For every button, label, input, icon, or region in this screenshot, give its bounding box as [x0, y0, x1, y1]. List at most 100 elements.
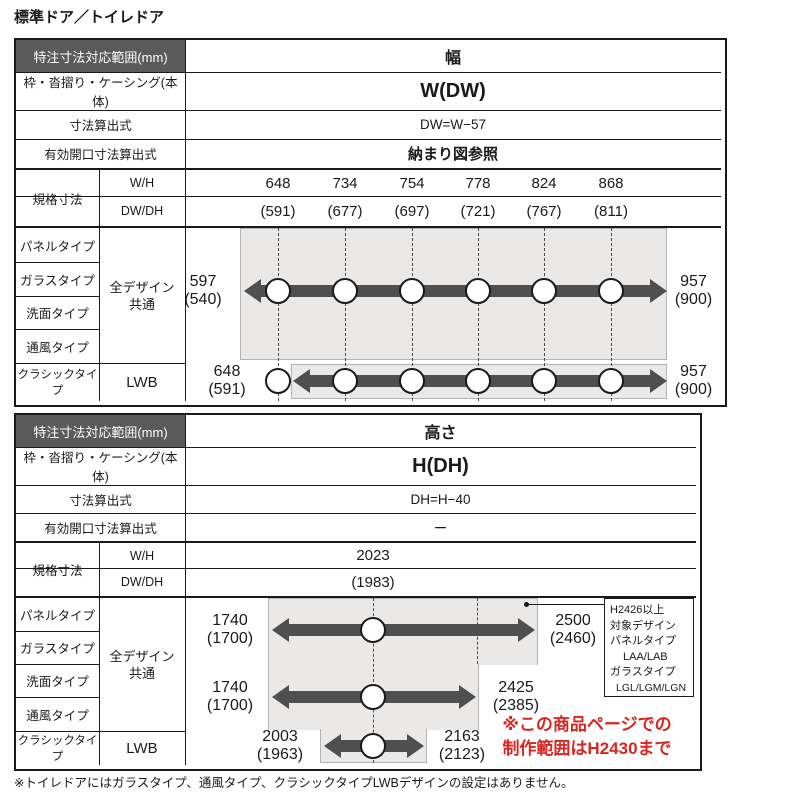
range-max-label: 2500 (2460) — [539, 612, 607, 648]
size-marker-circle — [399, 278, 425, 304]
range-min-label: 597 (540) — [168, 273, 238, 309]
range-min-value: 648 — [213, 363, 241, 380]
divider-line — [16, 296, 99, 297]
range-arrow-right-head — [518, 618, 535, 642]
size-marker-circle — [360, 617, 386, 643]
range-arrow-right-head — [459, 685, 476, 709]
divider-line — [16, 447, 696, 448]
range-max-sub: (900) — [674, 381, 713, 398]
size-marker-circle — [360, 684, 386, 710]
wh-label: W/H — [129, 548, 155, 563]
divider-line — [16, 139, 721, 140]
range-arrow-right-head — [407, 734, 424, 758]
range-arrow — [259, 285, 651, 297]
range-min-sub: (1700) — [206, 630, 254, 647]
type-label-glass: ガラスタイプ — [20, 642, 95, 656]
type-label-panel: パネルタイプ — [19, 239, 95, 254]
dwdh-label: DW/DH — [120, 575, 164, 589]
type-label-glass: ガラスタイプ — [20, 273, 95, 288]
all-design-cell: 全デザイン共通 — [99, 598, 185, 731]
dwdh-value: (721) — [460, 202, 496, 220]
type-label-classic: クラシックタイプ — [17, 369, 98, 397]
annotation-leader-dot — [524, 602, 529, 607]
range-min-label: 2003 (1963) — [244, 728, 316, 764]
width-formula: DW=W−57 — [419, 117, 487, 132]
annotation-line: パネルタイプ — [610, 635, 676, 647]
divider-line — [16, 196, 721, 197]
annotation-line: LGL/LGM/LGN — [616, 681, 687, 694]
height-opening-formula: ー — [433, 521, 448, 536]
width-spec-table: 特注寸法対応範囲(mm) 幅 枠・沓摺り・ケーシング(本体) W(DW) 寸法算… — [14, 38, 727, 407]
footnote: ※トイレドアにはガラスタイプ、通風タイプ、クラシックタイプLWBデザインの設定は… — [14, 776, 574, 790]
range-min-value: 1740 — [212, 679, 248, 696]
type-label-washroom: 洗面タイプ — [26, 307, 89, 321]
size-marker-circle — [465, 278, 491, 304]
range-max-sub: (2385) — [492, 697, 540, 714]
annotation-box: H2426以上 対象デザイン パネルタイプ LAA/LAB ガラスタイプ LGL… — [604, 598, 694, 697]
range-max-label: 957 (900) — [666, 363, 721, 399]
all-design-cell: 全デザイン共通 — [99, 228, 185, 363]
divider-line — [185, 415, 186, 765]
divider-line — [16, 363, 185, 364]
height-spec-table: 特注寸法対応範囲(mm) 高さ 枠・沓摺り・ケーシング(本体) H(DH) 寸法… — [14, 413, 702, 771]
size-grid-dotted-line — [373, 598, 374, 763]
range-min-value: 2003 — [262, 728, 298, 745]
divider-line — [16, 485, 696, 486]
dwdh-value: (591) — [260, 202, 296, 220]
size-grid-dotted-line — [478, 228, 479, 401]
wh-value: 734 — [332, 174, 358, 192]
size-grid-dotted-line — [611, 228, 612, 401]
formula-label: 寸法算出式 — [69, 493, 132, 508]
production-limit-note-line1: ※この商品ページでの — [502, 715, 672, 734]
range-max-value: 2425 — [498, 679, 534, 696]
range-min-sub: (1963) — [256, 746, 304, 763]
size-marker-circle — [465, 368, 491, 394]
annotation-leader-line — [527, 604, 604, 605]
divider-line — [16, 110, 721, 111]
production-limit-note-line2: 制作範囲はH2430まで — [502, 739, 672, 758]
range-arrow-right-head — [650, 279, 667, 303]
divider-line — [16, 731, 185, 732]
divider-line — [16, 168, 721, 170]
divider-line — [99, 543, 100, 765]
range-arrow-left-head — [272, 685, 289, 709]
range-arrow-left-head — [244, 279, 261, 303]
range-min-label: 648 (591) — [192, 363, 262, 399]
divider-line — [16, 226, 721, 228]
annotation-line: H2426以上 — [610, 604, 665, 616]
width-opening-formula: 納まり図参照 — [407, 146, 498, 163]
size-marker-circle — [332, 368, 358, 394]
size-grid-dotted-line — [278, 228, 279, 401]
size-marker-circle — [531, 278, 557, 304]
range-max-value: 957 — [680, 273, 707, 290]
size-marker-circle — [265, 278, 291, 304]
divider-line — [16, 631, 99, 632]
annotation-line: LAA/LAB — [623, 650, 668, 663]
size-marker-circle — [399, 368, 425, 394]
height-symbol: H(DH) — [412, 454, 469, 477]
size-grid-dotted-line — [345, 228, 346, 401]
dwdh-value: (811) — [594, 202, 628, 220]
size-marker-circle — [598, 278, 624, 304]
divider-line — [16, 568, 696, 569]
classic-design-label: LWB — [126, 739, 158, 757]
type-label-panel: パネルタイプ — [19, 609, 95, 623]
range-max-label: 2425 (2385) — [482, 679, 550, 715]
range-arrow-left-head — [272, 618, 289, 642]
range-min-sub: (540) — [184, 291, 222, 308]
wh-value: 2023 — [356, 547, 390, 564]
spec-range-label: 特注寸法対応範囲(mm) — [16, 415, 185, 447]
range-min-value: 597 — [189, 273, 217, 290]
divider-line — [16, 329, 99, 330]
dwdh-value: (677) — [327, 202, 363, 220]
divider-line — [16, 596, 696, 598]
width-dimension-header: 幅 — [444, 50, 461, 67]
range-arrow — [286, 624, 520, 636]
divider-line — [16, 262, 99, 263]
range-arrow-left-head — [293, 369, 310, 393]
divider-line — [185, 40, 186, 401]
frame-label: 枠・沓摺り・ケーシング(本体) — [23, 76, 178, 109]
size-grid-dotted-line — [412, 228, 413, 401]
type-label-classic: クラシックタイプ — [17, 735, 98, 763]
